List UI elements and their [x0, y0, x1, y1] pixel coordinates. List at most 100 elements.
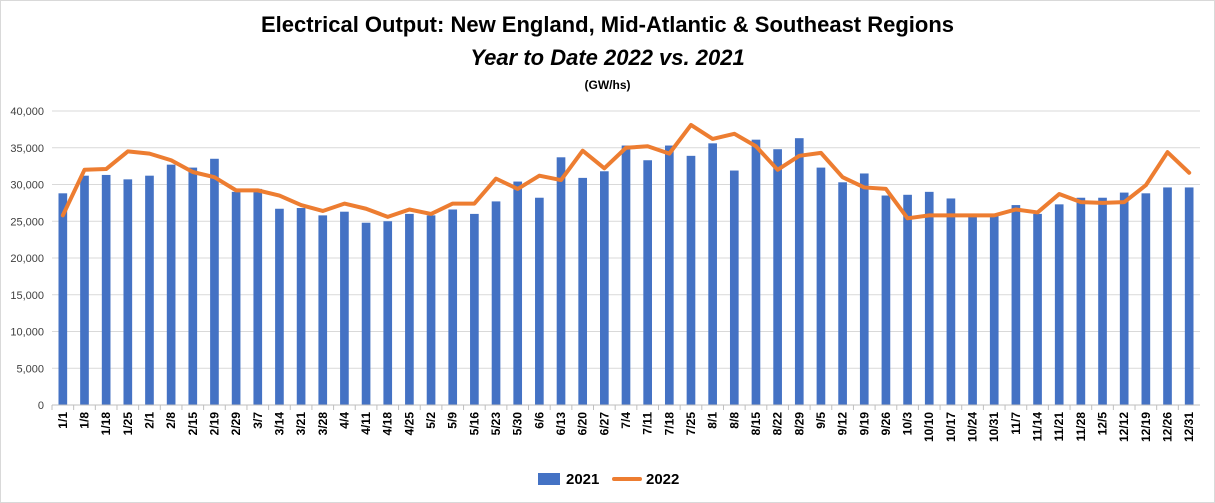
point-2022 — [1167, 151, 1169, 153]
bar-2021 — [816, 167, 826, 405]
point-2022 — [235, 189, 237, 191]
bar-2021 — [838, 182, 847, 405]
point-2022 — [993, 214, 995, 216]
x-tick-label: 4/11 — [359, 412, 373, 435]
x-tick-label: 8/29 — [792, 412, 806, 436]
point-2022 — [300, 204, 302, 206]
point-2022 — [495, 178, 497, 180]
x-tick-label: 12/19 — [1139, 412, 1153, 442]
point-2022 — [83, 169, 85, 171]
x-tick-label: 5/2 — [424, 412, 438, 429]
bar-series-2021 — [58, 138, 1194, 406]
point-2022 — [950, 214, 952, 216]
x-tick-label: 10/17 — [944, 412, 958, 442]
bar-2021 — [924, 191, 934, 405]
bar-2021 — [188, 167, 198, 405]
x-tick-label: 2/29 — [229, 412, 243, 436]
point-2022 — [560, 179, 562, 181]
x-tick-label: 2/1 — [142, 412, 156, 429]
point-2022 — [1188, 172, 1190, 174]
bar-2021 — [253, 188, 263, 405]
line-series-2022 — [60, 122, 1192, 221]
point-2022 — [105, 168, 107, 170]
x-tick-label: 8/22 — [771, 412, 785, 436]
x-tick-label: 5/16 — [467, 412, 481, 436]
point-2022 — [322, 210, 324, 212]
point-2022 — [148, 153, 150, 155]
point-2022 — [733, 133, 735, 135]
point-2022 — [452, 203, 454, 205]
bar-2021 — [708, 143, 717, 405]
point-2022 — [213, 176, 215, 178]
bar-2021 — [664, 145, 674, 406]
x-tick-label: 3/28 — [316, 412, 330, 436]
point-2022 — [863, 186, 865, 188]
bar-2021 — [123, 179, 133, 405]
x-tick-label: 1/18 — [99, 412, 113, 436]
x-tick-label: 9/12 — [836, 412, 850, 436]
y-tick-label: 0 — [38, 400, 44, 412]
bar-2021 — [556, 157, 566, 405]
bar-2021 — [773, 149, 782, 405]
bar-2021 — [145, 175, 154, 405]
x-tick-label: 11/14 — [1031, 412, 1045, 442]
x-tick-label: 7/4 — [619, 412, 633, 429]
x-tick-label: 5/23 — [489, 412, 503, 436]
point-2022 — [1123, 201, 1125, 203]
bar-2021 — [491, 201, 501, 405]
point-2022 — [798, 155, 800, 157]
x-tick-label: 3/14 — [272, 412, 286, 436]
y-tick-label: 5,000 — [16, 363, 44, 375]
x-tick-label: 2/19 — [207, 412, 221, 436]
x-axis: 1/1 1/8 1/18 1/25 2/1 2/8 2/15 2/19 2/29 3/7 3/14 3… — [51, 404, 1200, 442]
point-2022 — [365, 208, 367, 210]
y-tick-label: 20,000 — [10, 253, 44, 265]
bar-2021 — [751, 139, 761, 406]
legend-swatch-2021 — [538, 473, 560, 485]
x-tick-label: 8/8 — [727, 412, 741, 429]
point-2022 — [1102, 202, 1104, 204]
point-2022 — [1058, 193, 1060, 195]
bar-2021 — [621, 145, 631, 406]
x-tick-label: 11/21 — [1052, 412, 1066, 442]
y-tick-label: 40,000 — [10, 106, 44, 118]
point-2022 — [777, 169, 779, 171]
bar-2021 — [1184, 187, 1194, 405]
x-tick-label: 2/15 — [186, 412, 200, 436]
point-2022 — [387, 216, 389, 218]
bar-2021 — [166, 164, 176, 405]
bar-2021 — [296, 208, 306, 405]
x-tick-label: 11/28 — [1074, 412, 1088, 442]
x-tick-label: 12/31 — [1182, 412, 1196, 442]
bar-2021 — [231, 191, 241, 405]
x-tick-label: 12/5 — [1096, 412, 1110, 436]
point-2022 — [712, 138, 714, 140]
bar-2021 — [903, 194, 912, 405]
x-tick-label: 9/26 — [879, 412, 893, 436]
point-2022 — [842, 176, 844, 178]
x-tick-label: 5/30 — [511, 412, 525, 436]
x-tick-label: 10/24 — [966, 412, 980, 442]
bar-2021 — [210, 158, 219, 405]
y-tick-label: 10,000 — [10, 327, 44, 339]
bar-2021 — [1033, 213, 1042, 405]
bar-2021 — [1141, 193, 1151, 405]
point-2022 — [517, 188, 519, 190]
bar-2021 — [794, 138, 804, 405]
point-2022 — [755, 145, 757, 147]
x-tick-label: 6/13 — [554, 412, 568, 436]
bar-2021 — [470, 213, 479, 405]
bar-2021 — [1011, 205, 1021, 405]
bar-2021 — [58, 193, 68, 405]
y-tick-label: 25,000 — [10, 216, 44, 228]
bar-2021 — [1163, 187, 1172, 405]
bar-2021 — [1054, 204, 1064, 405]
bar-2021 — [448, 209, 458, 405]
y-tick-label: 35,000 — [10, 143, 44, 155]
bar-2021 — [729, 170, 739, 405]
x-tick-label: 8/15 — [749, 412, 763, 436]
bar-2021 — [686, 155, 696, 405]
x-tick-label: 1/25 — [121, 412, 135, 436]
x-tick-label: 6/20 — [576, 412, 590, 436]
